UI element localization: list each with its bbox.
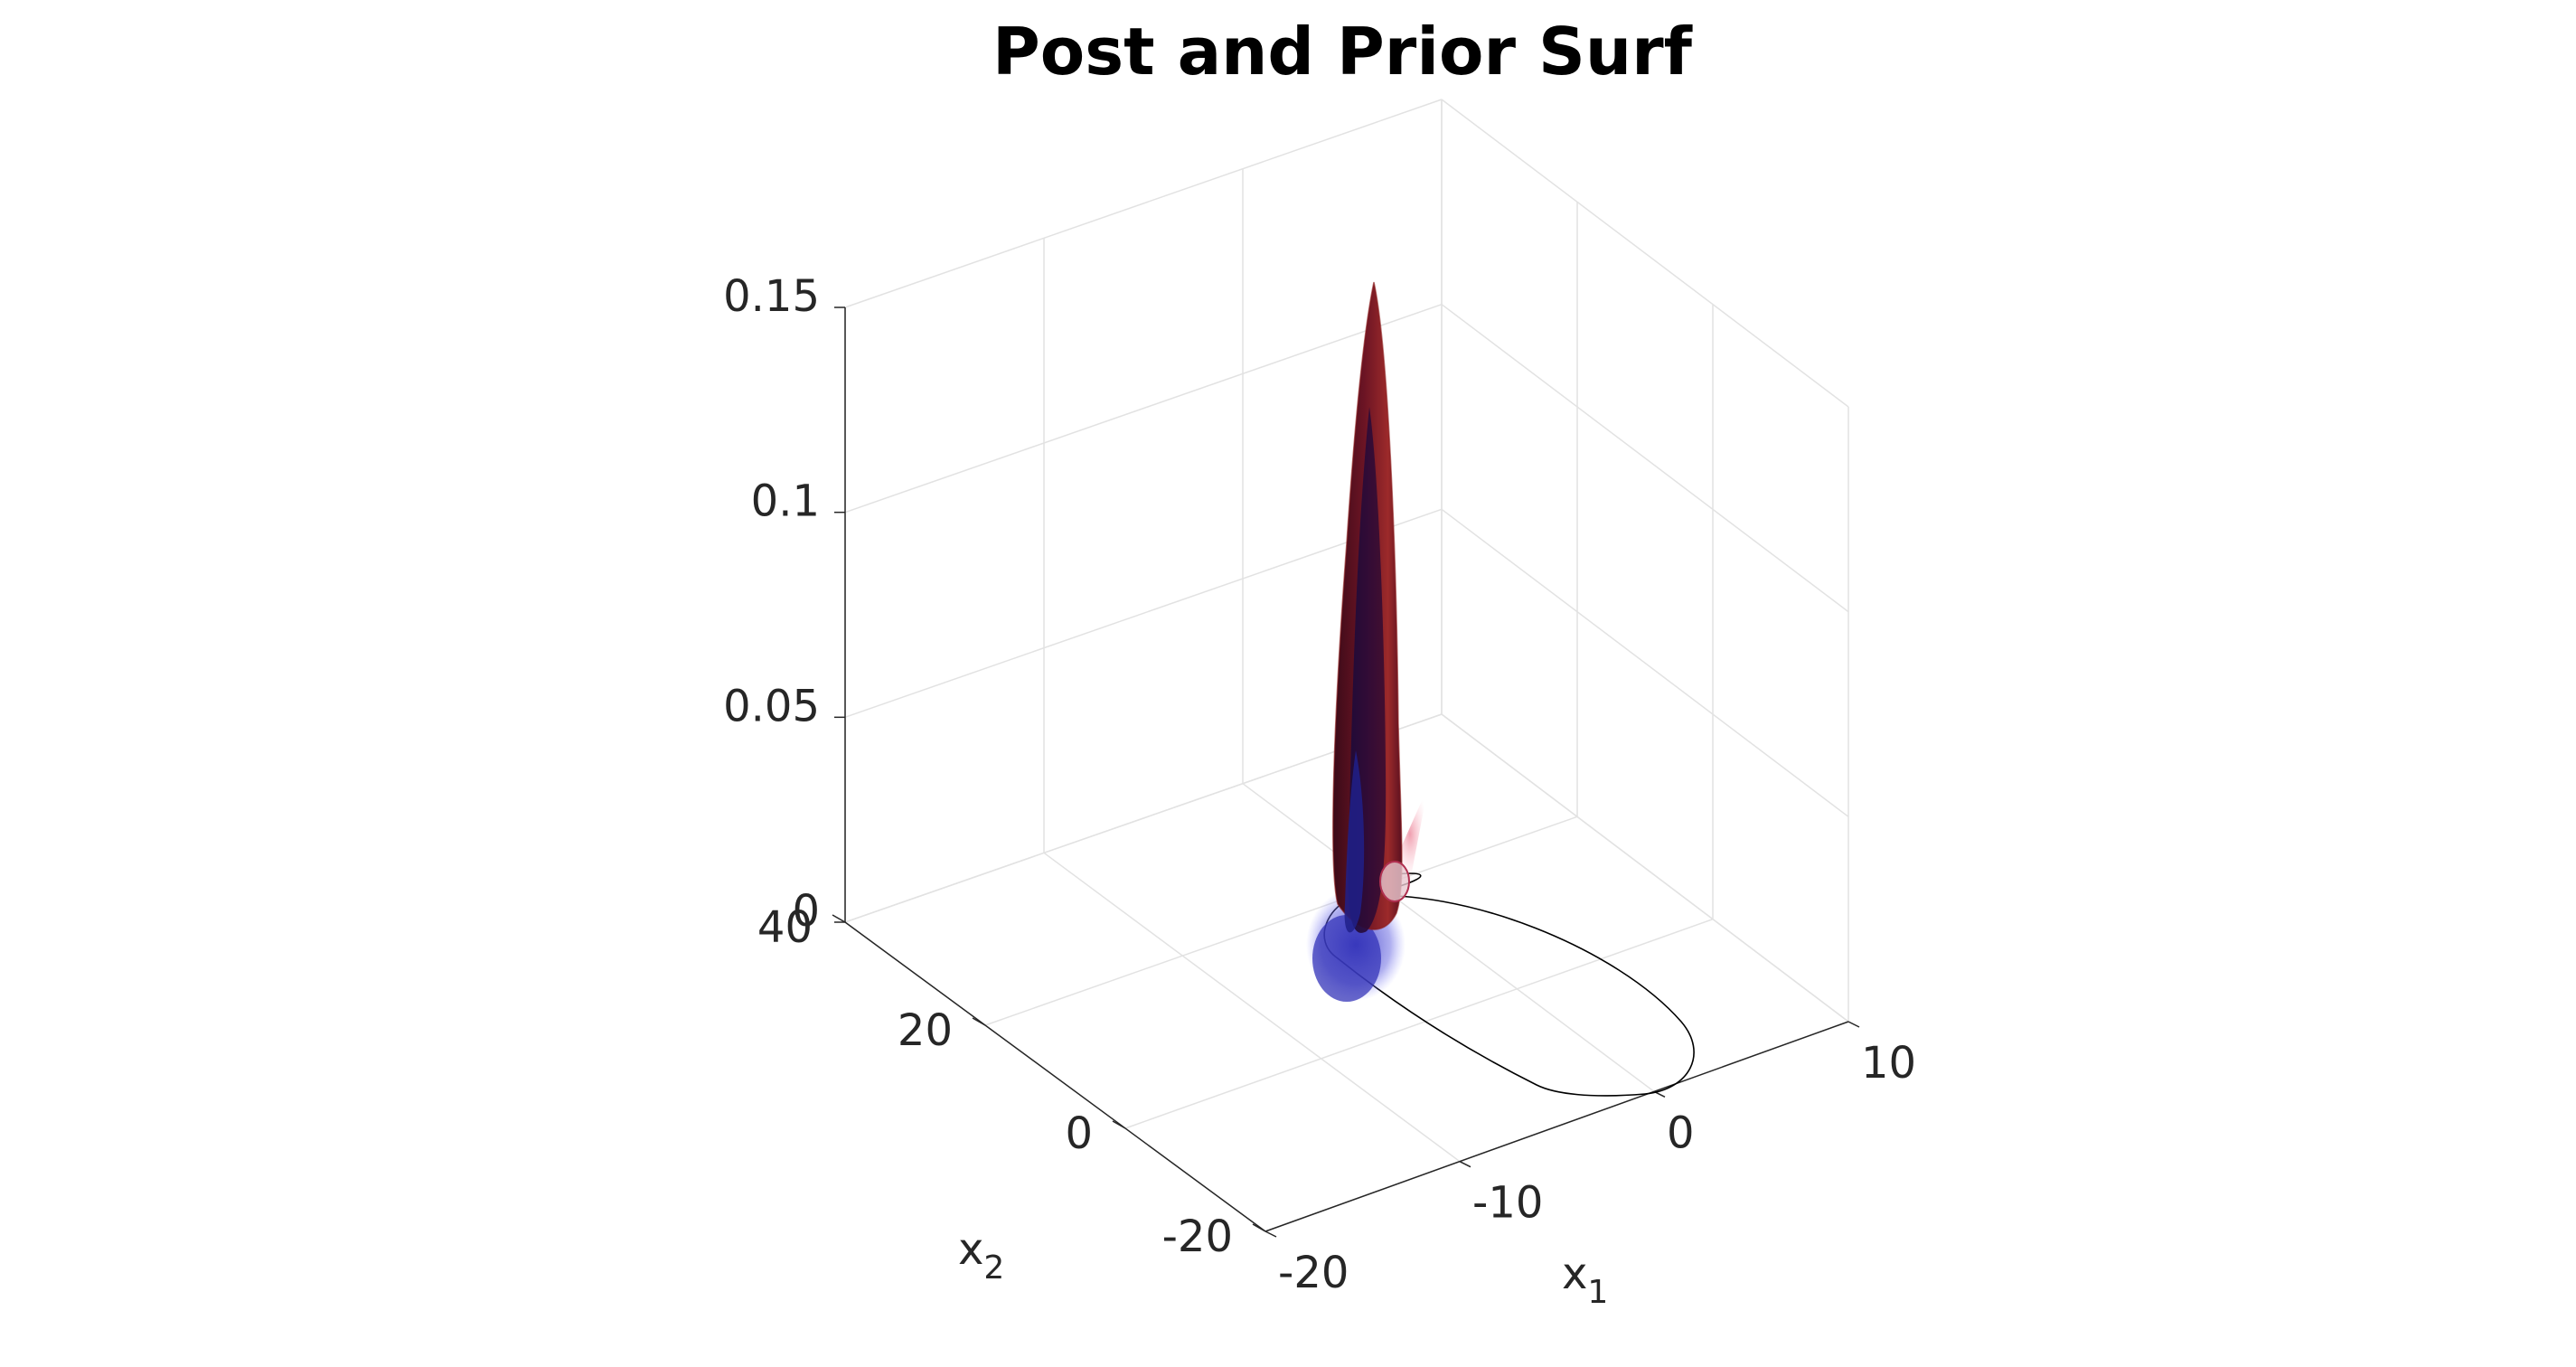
- prior-surface-base-rim: [1312, 915, 1381, 1002]
- y-tick: [832, 914, 846, 923]
- grid-line-z-back: [844, 303, 1443, 514]
- tick-labels: 0 0.05 0.1 0.15 -20 0 20 40 -20 -10 0 10: [723, 271, 1916, 1298]
- grid-line-z-side: [1441, 304, 1849, 613]
- grid-line-x: [1043, 852, 1461, 1163]
- grid-line-z-back: [844, 99, 1443, 308]
- y-tick-label: 20: [898, 1005, 953, 1056]
- y-tick-label: -20: [1162, 1211, 1233, 1262]
- x-tick-label: -10: [1472, 1178, 1543, 1229]
- z-tick-label: 0: [792, 886, 820, 937]
- grid-lines: [844, 99, 1849, 1232]
- grid-line-x: [1242, 783, 1655, 1092]
- y-axis-label: x2: [958, 1224, 1004, 1287]
- x-axis-line: [1264, 1021, 1849, 1232]
- y-axis-line: [844, 921, 1266, 1232]
- prior-surface-front: [1344, 750, 1365, 933]
- z-tick-label: 0.15: [723, 271, 820, 322]
- grid-line-y: [984, 815, 1578, 1026]
- grid-line-z-side: [1441, 713, 1849, 1023]
- y-tick: [1112, 1120, 1126, 1129]
- y-tick: [1252, 1223, 1266, 1232]
- x-tick-label: 0: [1667, 1108, 1695, 1158]
- x-tick-label: 10: [1861, 1038, 1916, 1089]
- x-tick: [1264, 1230, 1277, 1238]
- axes: [832, 306, 1860, 1238]
- y-tick-label: 0: [1065, 1108, 1093, 1159]
- x-axis-label: x1: [1562, 1249, 1608, 1311]
- grid-line-z-side: [1441, 508, 1849, 817]
- grid-line-z-back: [844, 508, 1443, 719]
- surfaces: [1306, 281, 1428, 1002]
- grid-line-y: [1124, 918, 1714, 1129]
- z-tick-label: 0.05: [723, 681, 820, 731]
- grid-line-z-side: [1441, 99, 1849, 408]
- y-tick: [972, 1017, 986, 1026]
- x-tick: [1847, 1021, 1860, 1028]
- chart-title: Post and Prior Surf: [992, 14, 1693, 90]
- posterior-highlight: [1379, 861, 1410, 902]
- x-tick-label: -20: [1278, 1248, 1349, 1298]
- z-tick-label: 0.1: [751, 476, 820, 527]
- y-tick-label: 40: [757, 902, 813, 953]
- x-tick: [1459, 1160, 1471, 1168]
